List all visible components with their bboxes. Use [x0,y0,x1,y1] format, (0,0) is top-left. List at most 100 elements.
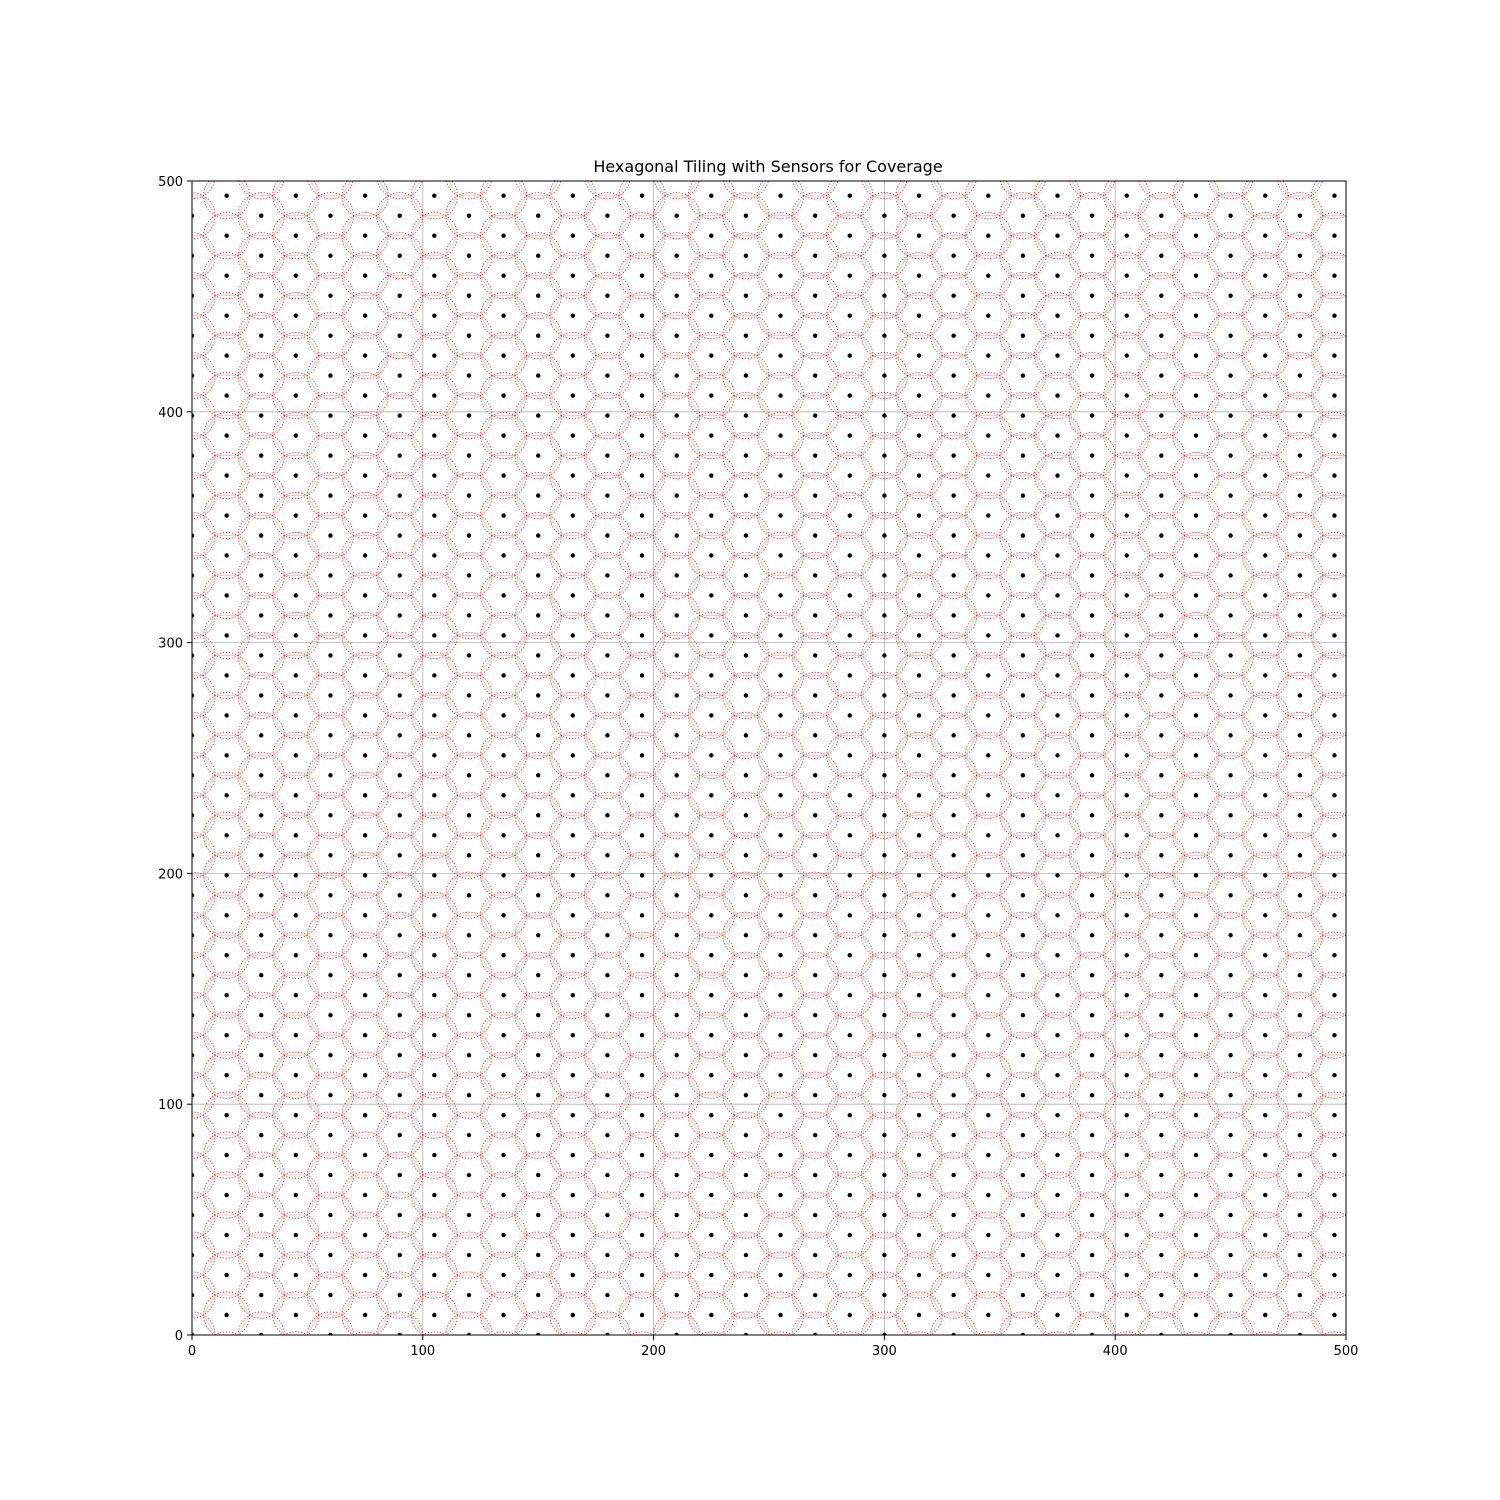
sensor-point [812,933,818,938]
sensor-point [536,693,541,698]
sensor-point [570,353,576,358]
sensor-point [1020,1092,1026,1098]
sensor-point [674,1252,679,1258]
sensor-point [1055,473,1060,478]
sensor-point [639,753,645,758]
coverage-circle [491,1331,516,1335]
sensor-point [778,1072,783,1078]
sensor-point [432,433,437,438]
sensor-point [1297,1132,1303,1138]
coverage-circle [698,1331,724,1335]
sensor-point [778,1152,783,1158]
coverage-circle [906,1331,932,1335]
coverage-circle [768,1331,793,1335]
sensor-point [293,313,299,318]
sensor-point [432,753,437,758]
sensor-point [1159,293,1164,298]
sensor-point [847,393,852,398]
sensor-point [1193,433,1199,438]
coverage-circle [653,181,700,200]
sensor-point [1124,433,1129,438]
coverage-circle [1310,691,1346,739]
sensor-point [192,1212,195,1218]
sensor-point [224,993,229,998]
sensor-point [1193,1312,1199,1318]
sensor-point [570,1152,576,1158]
sensor-point [501,953,506,958]
sensor-point [1124,1152,1129,1158]
sensor-point [1193,473,1199,478]
sensor-point [1228,253,1233,258]
sensor-point [605,773,610,778]
sensor-point [536,293,541,298]
sensor-point [1020,493,1026,498]
sensor-point [432,593,437,598]
sensor-point [1020,1332,1026,1335]
sensor-point [986,1152,991,1158]
sensor-point [259,1292,264,1298]
sensor-point [951,613,956,618]
sensor-point [293,193,299,198]
sensor-point [466,653,472,658]
sensor-point [916,1152,922,1158]
coverage-circle [1310,212,1346,260]
sensor-point [916,1312,922,1318]
coverage-circle [722,1311,770,1335]
sensor-point [362,1232,368,1238]
sensor-point [570,993,576,998]
sensor-point [1193,993,1199,998]
sensor-point [951,1252,956,1258]
sensor-point [1297,213,1303,218]
sensor-point [674,533,679,538]
coverage-circle [1310,1211,1346,1259]
sensor-point [397,213,402,218]
sensor-point [778,993,783,998]
sensor-point [397,1252,402,1258]
sensor-point [1193,513,1199,518]
sensor-point [916,1112,922,1118]
sensor-point [986,1112,991,1118]
sensor-point [536,253,541,258]
sensor-point [501,873,506,878]
sensor-point [397,453,402,458]
sensor-point [328,333,333,338]
coverage-circle [283,1331,309,1335]
sensor-point [674,693,679,698]
sensor-point [778,393,783,398]
sensor-point [1332,193,1337,198]
sensor-point [293,553,299,558]
sensor-point [1020,333,1026,338]
sensor-point [882,373,887,378]
sensor-point [709,1112,714,1118]
sensor-point [812,773,818,778]
sensor-point [192,1092,195,1098]
sensor-point [224,593,229,598]
sensor-point [1263,993,1268,998]
sensor-point [605,573,610,578]
sensor-point [1228,1212,1233,1218]
sensor-point [1124,233,1129,238]
sensor-point [674,773,679,778]
sensor-point [639,433,645,438]
coverage-circle [1310,571,1346,619]
sensor-point [1159,1292,1164,1298]
sensor-point [536,573,541,578]
sensor-point [847,833,852,838]
sensor-point [951,1332,956,1335]
sensor-point [778,953,783,958]
sensor-point [1297,1252,1303,1258]
sensor-point [1263,833,1268,838]
sensor-point [1332,673,1337,678]
sensor-point [1020,613,1026,618]
sensor-point [432,873,437,878]
sensor-point [1228,413,1233,418]
sensor-point [882,1292,887,1298]
sensor-point [986,953,991,958]
sensor-point [1020,533,1026,538]
sensor-point [362,473,368,478]
sensor-point [1159,253,1164,258]
sensor-point [1089,413,1095,418]
sensor-point [1332,833,1337,838]
sensor-point [293,433,299,438]
sensor-point [570,393,576,398]
